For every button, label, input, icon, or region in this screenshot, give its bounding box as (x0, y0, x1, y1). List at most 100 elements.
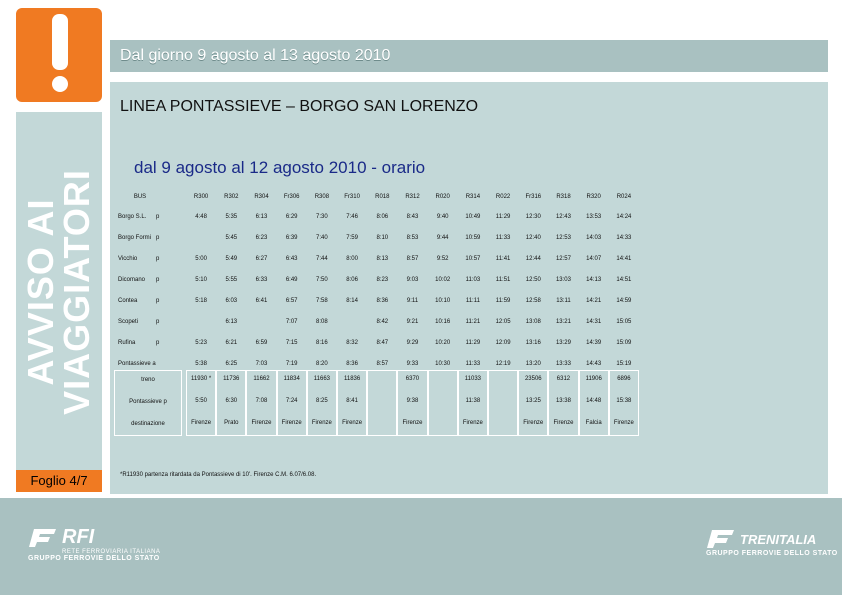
time-cell: 12:43 (555, 214, 571, 220)
time-cell: 10:10 (435, 298, 451, 304)
bottom-column-box (518, 370, 549, 436)
train-number-header: R304 (254, 194, 269, 200)
train-number-header: Fr306 (283, 194, 300, 200)
time-cell: 8:43 (406, 214, 419, 220)
time-cell: 5:18 (195, 298, 207, 304)
time-cell: 8:13 (376, 256, 389, 262)
time-cell: 8:57 (376, 361, 389, 367)
time-cell: 6:21 (225, 340, 238, 346)
time-cell: 6:03 (225, 298, 238, 304)
time-cell: 10:57 (465, 256, 481, 262)
time-cell: 6:57 (285, 298, 298, 304)
time-cell: 10:02 (435, 277, 451, 283)
pontassieve-departure-cell (428, 398, 458, 408)
bottom-column-box (337, 370, 368, 436)
time-cell: 9:33 (406, 361, 419, 367)
time-cell: 8:36 (376, 298, 389, 304)
time-cell: 8:10 (376, 235, 389, 241)
destination-cell: Firenze (311, 420, 332, 426)
train-id-cell (367, 376, 397, 386)
bottom-column-box (216, 370, 247, 436)
pontassieve-departure-label: Pontassieve p (129, 399, 167, 405)
time-cell: 9:52 (436, 256, 449, 262)
pontassieve-departure-cell: 11:38 (465, 398, 481, 404)
time-cell: 6:59 (255, 340, 268, 346)
time-cell: 5:23 (195, 340, 207, 346)
timetable-panel: LINEA PONTASSIEVE – BORGO SAN LORENZO da… (110, 82, 828, 494)
time-cell: 6:41 (255, 298, 268, 304)
time-cell: 5:00 (195, 256, 207, 262)
time-cell: 8:00 (346, 256, 358, 262)
train-id-cell: 11906 (585, 376, 602, 382)
time-cell: 15:05 (616, 319, 632, 325)
pontassieve-departure-cell: 5:50 (195, 398, 207, 404)
time-cell: 9:03 (406, 277, 419, 283)
time-cell: 7:15 (285, 340, 298, 346)
train-id-cell: 6896 (617, 376, 631, 382)
time-cell (186, 319, 216, 327)
destination-cell (428, 420, 458, 430)
bottom-column-box (397, 370, 428, 436)
destination-cell: Falcia (585, 420, 602, 426)
trenitalia-logo: TRENITALIA GRUPPO FERROVIE DELLO STATO (706, 528, 838, 557)
train-number-header: R318 (556, 194, 571, 200)
time-cell: 7:40 (316, 235, 328, 241)
time-cell: 8:57 (406, 256, 419, 262)
destination-cell: Firenze (402, 420, 423, 426)
time-cell: 14:39 (586, 340, 602, 346)
rfi-fullname: RETE FERROVIARIA ITALIANA (62, 549, 161, 555)
time-cell: 5:55 (225, 277, 238, 283)
time-cell: 13:21 (555, 319, 571, 325)
train-id-cell: 11033 (464, 376, 482, 382)
destination-cell: Firenze (191, 420, 212, 426)
rfi-logo: RFI RETE FERROVIARIA ITALIANA GRUPPO FER… (28, 526, 160, 562)
bottom-column-box (186, 370, 217, 436)
train-id-cell: 6370 (405, 376, 420, 382)
train-id-cell: 11663 (313, 376, 331, 382)
time-cell: 13:11 (556, 298, 571, 304)
time-cell: 8:47 (376, 340, 389, 346)
time-cell: 6:43 (285, 256, 298, 262)
footer: RFI RETE FERROVIARIA ITALIANA GRUPPO FER… (0, 498, 842, 595)
time-cell: 7:30 (316, 214, 328, 220)
time-cell: 12:44 (525, 256, 541, 262)
train-number-header: R320 (586, 194, 601, 200)
vertical-title: AVVISO AI VIAGGIATORI (20, 169, 97, 415)
station-mark: p (156, 235, 160, 241)
time-cell (186, 235, 216, 243)
time-cell: 13:16 (525, 340, 541, 346)
time-cell: 8:53 (406, 235, 419, 241)
time-cell: 10:20 (435, 340, 451, 346)
bottom-column-box (578, 370, 609, 436)
pontassieve-departure-cell: 7:24 (285, 398, 298, 404)
time-cell: 8:32 (346, 340, 358, 346)
trenitalia-group: GRUPPO FERROVIE DELLO STATO (706, 550, 838, 557)
trenitalia-name: TRENITALIA (740, 531, 817, 547)
pontassieve-departure-cell: 15:38 (616, 398, 632, 404)
train-id-cell (428, 376, 458, 386)
time-cell: 15:09 (616, 340, 632, 346)
train-number-header: R312 (405, 194, 420, 200)
station-mark: p (156, 277, 160, 283)
time-cell: 11:33 (465, 361, 481, 367)
station-mark: p (156, 340, 160, 346)
train-number-header: Fr310 (344, 194, 360, 200)
time-cell: 9:44 (436, 235, 449, 241)
time-cell: 9:29 (406, 340, 419, 346)
station-name: Scopeti (118, 319, 139, 325)
time-cell: 7:50 (316, 277, 328, 283)
time-cell: 6:39 (285, 235, 298, 241)
time-cell: 11:41 (495, 256, 511, 262)
rfi-mark: RFI (62, 526, 95, 548)
destination-cell: Firenze (281, 420, 302, 426)
time-cell: 10:30 (435, 361, 451, 367)
bottom-column-box (488, 370, 519, 436)
train-id-cell: 11930 * (190, 376, 212, 382)
time-cell: 8:06 (346, 277, 358, 283)
time-cell: 9:40 (436, 214, 449, 220)
station-name: Vicchio (118, 256, 138, 262)
station-mark (156, 361, 164, 369)
time-cell: 11:21 (465, 319, 481, 325)
time-cell: 14:33 (616, 235, 632, 241)
time-cell: 13:20 (525, 361, 541, 367)
